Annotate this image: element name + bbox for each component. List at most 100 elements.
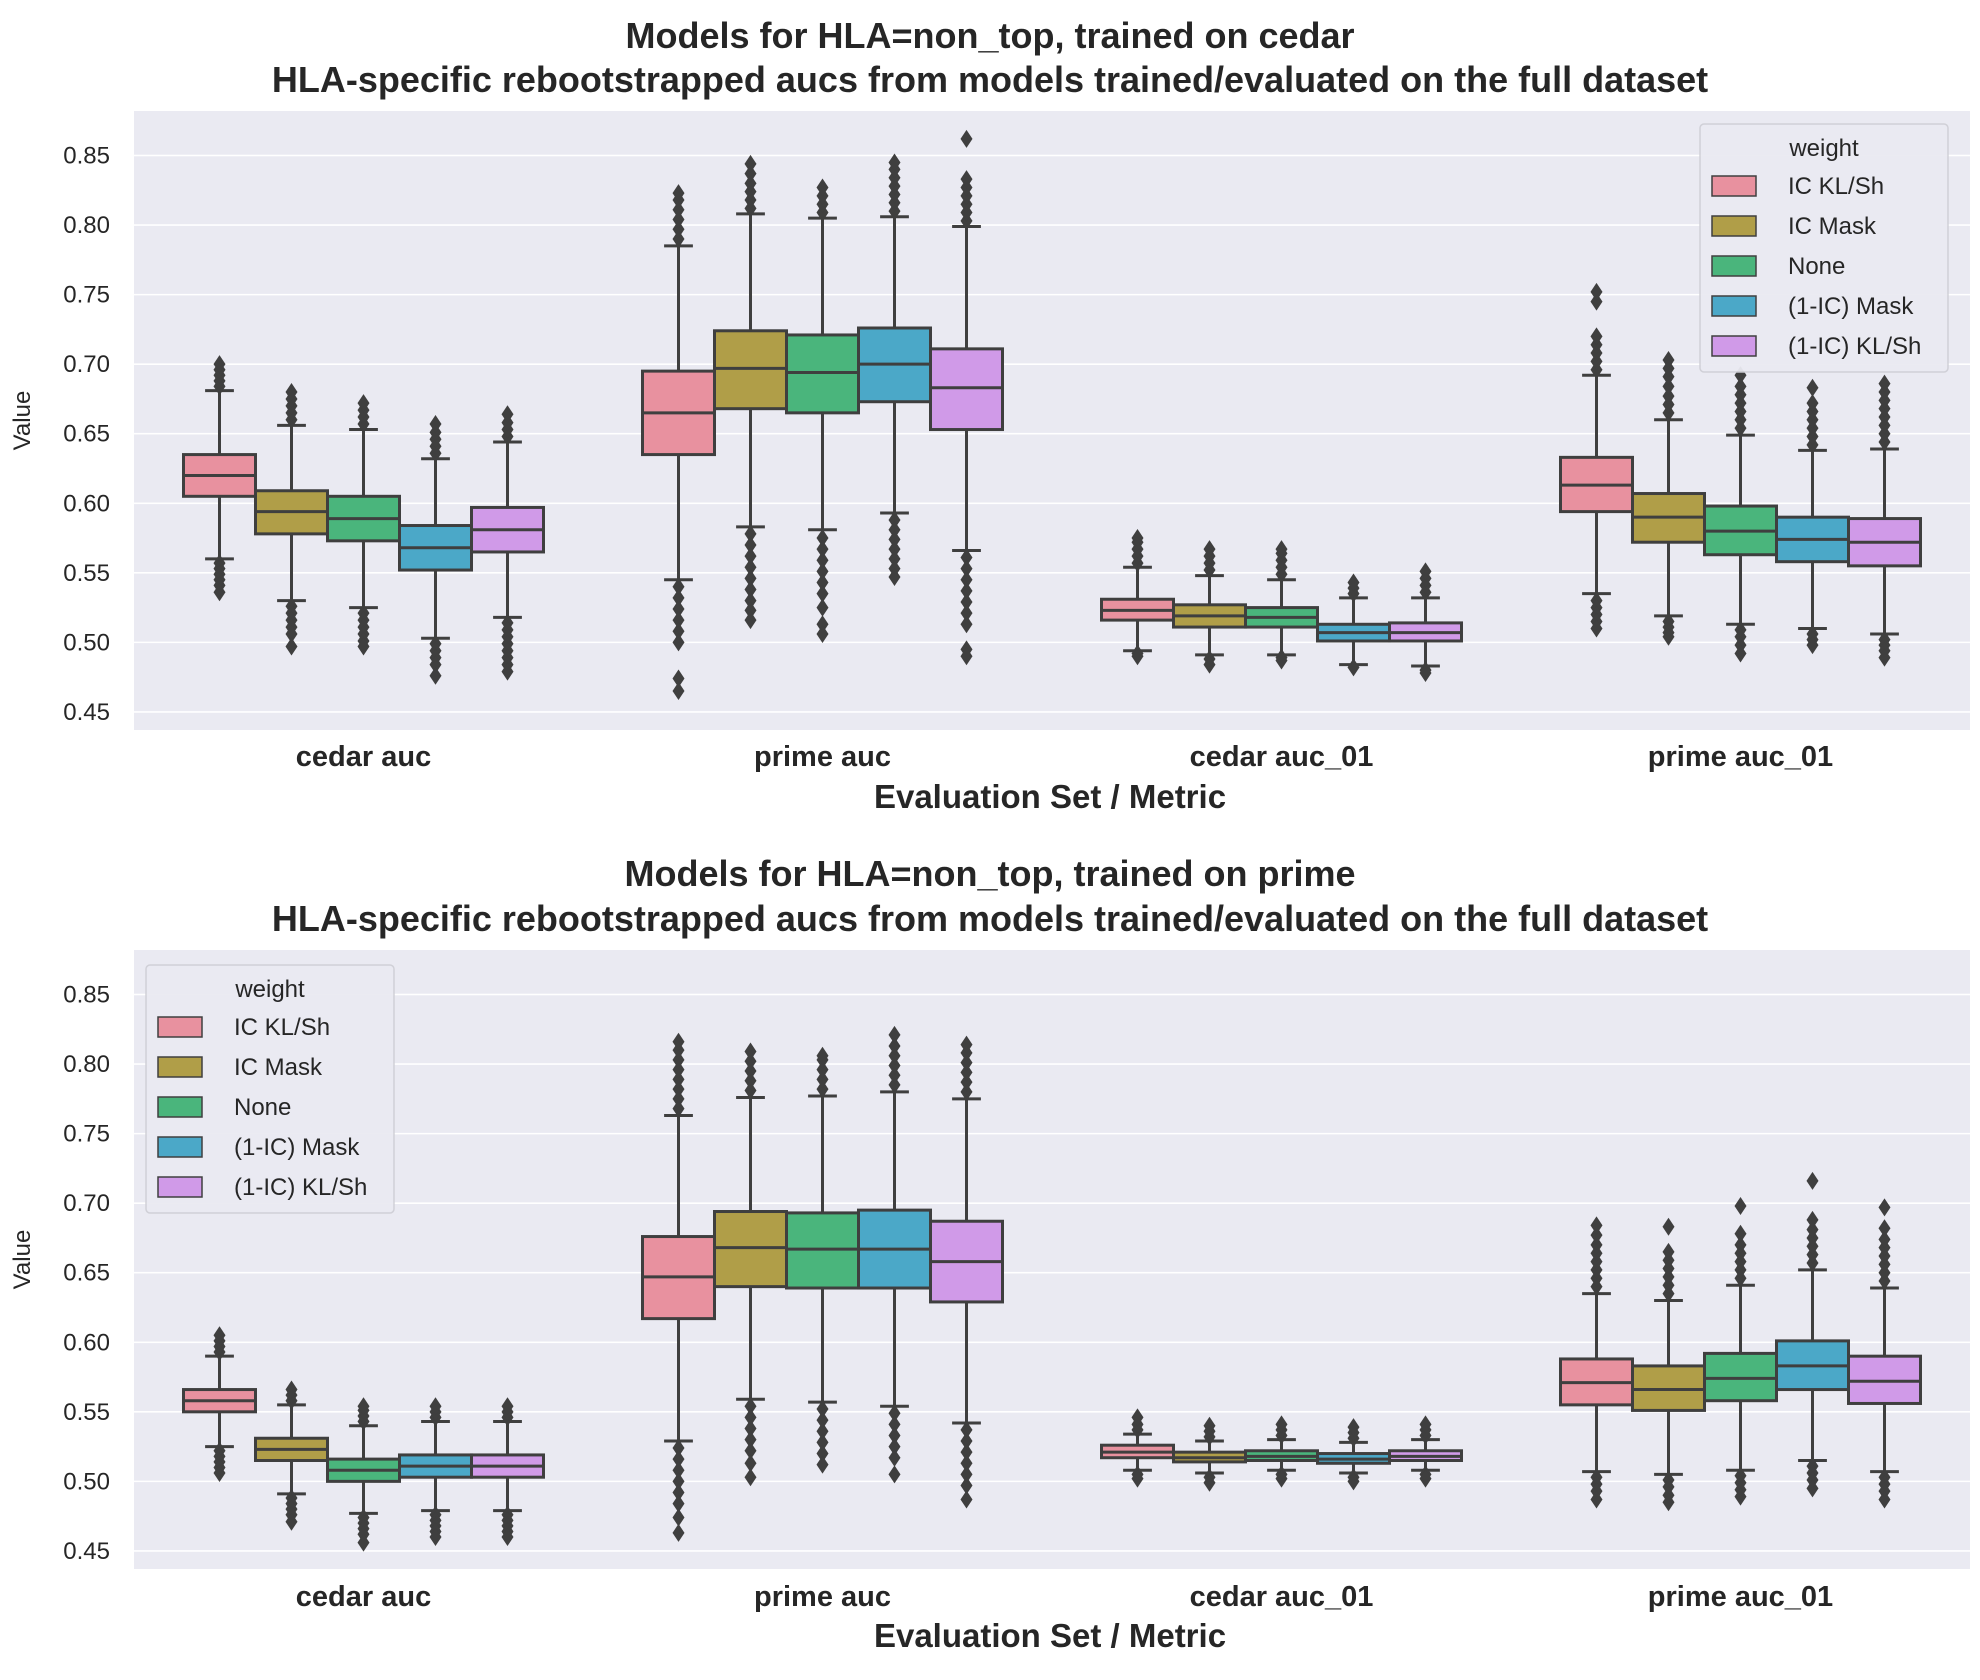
legend-label-ic-mask: IC Mask: [234, 1054, 323, 1081]
outlier-point: [888, 1426, 901, 1445]
outlier-point: [672, 1060, 685, 1079]
outlier-point: [1419, 562, 1432, 581]
x-axis-title: Evaluation Set / Metric: [874, 778, 1226, 815]
outlier-point: [1734, 377, 1747, 396]
outlier-point: [672, 1461, 685, 1480]
box-1-ic-mask-prime-auc: [857, 1025, 932, 1484]
box-none-cedar-auc-01: [1244, 540, 1319, 670]
outlier-point: [1590, 327, 1603, 346]
outlier-point: [816, 1455, 829, 1474]
chart-title-line-2: HLA-specific rebootstrapped aucs from mo…: [272, 898, 1708, 939]
outlier-point: [1590, 1226, 1603, 1245]
outlier-point: [744, 569, 757, 588]
outlier-point: [744, 164, 757, 183]
outlier-point: [501, 405, 514, 424]
outlier-point: [744, 611, 757, 630]
outlier-point: [744, 1454, 757, 1473]
outlier-point: [1878, 374, 1891, 393]
outlier-point: [816, 1070, 829, 1089]
outlier-point: [1131, 647, 1144, 666]
outlier-point: [888, 1056, 901, 1075]
outlier-point: [744, 591, 757, 610]
outlier-point: [888, 1448, 901, 1467]
outlier-point: [1734, 644, 1747, 663]
outlier-point: [744, 580, 757, 599]
box-1-ic-kl-sh-prime-auc: [929, 1035, 1004, 1509]
outlier-point: [285, 1380, 298, 1399]
outlier-point: [816, 615, 829, 634]
box-1-ic-kl-sh-prime-auc-01: [1847, 1198, 1922, 1509]
box-1-ic-kl-sh-cedar-auc-01: [1388, 1415, 1463, 1488]
outlier-point: [960, 1053, 973, 1072]
outlier-point: [672, 1080, 685, 1099]
outlier-point: [672, 599, 685, 618]
box-1-ic-mask-prime-auc-01: [1775, 378, 1850, 655]
chart-title-line-1: Models for HLA=non_top, trained on cedar: [625, 15, 1354, 56]
chart-title-line-1: Models for HLA=non_top, trained on prime: [624, 853, 1355, 894]
outlier-point: [1347, 658, 1360, 677]
outlier-point: [1203, 1416, 1216, 1435]
outlier-point: [744, 1419, 757, 1438]
outlier-point: [429, 414, 442, 433]
outlier-point: [672, 1472, 685, 1491]
outlier-point: [1662, 1493, 1675, 1512]
outlier-point: [888, 1036, 901, 1055]
outlier-point: [960, 581, 973, 600]
outlier-point: [888, 1437, 901, 1456]
y-axis-title: Value: [9, 391, 36, 451]
outlier-point: [1878, 1198, 1891, 1217]
legend: weight IC KL/Sh IC Mask None (1-IC) Mask (1-I…: [145, 964, 395, 1214]
box-ic-kl-sh-prime-auc-01: [1559, 1216, 1634, 1509]
legend-title: weight: [1788, 135, 1859, 162]
outlier-point: [888, 1075, 901, 1094]
outlier-point: [744, 1042, 757, 1061]
y-tick-label: 0.60: [63, 1329, 110, 1356]
outlier-point: [1590, 1490, 1603, 1509]
y-tick-label: 0.75: [63, 282, 110, 309]
legend-swatch-1-ic-mask: [1711, 295, 1757, 317]
outlier-point: [1806, 1171, 1819, 1190]
outlier-point: [888, 1046, 901, 1065]
box-ic-mask-cedar-auc: [254, 1380, 329, 1531]
outlier-point: [816, 1080, 829, 1099]
outlier-point: [888, 520, 901, 539]
outlier-point: [744, 1397, 757, 1416]
legend-label-none: None: [234, 1094, 291, 1121]
outlier-point: [744, 1052, 757, 1071]
outlier-point: [672, 200, 685, 219]
outlier-point: [816, 598, 829, 617]
outlier-point: [960, 1035, 973, 1054]
box-ic-kl-sh-prime-auc-01: [1559, 282, 1634, 638]
outlier-point: [285, 637, 298, 656]
outlier-point: [960, 1476, 973, 1495]
x-category-label-prime-auc-01: prime auc_01: [1648, 1581, 1833, 1613]
outlier-point: [672, 682, 685, 701]
outlier-point: [816, 584, 829, 603]
outlier-point: [429, 1397, 442, 1416]
legend-frame: [145, 964, 395, 1214]
outlier-point: [816, 1060, 829, 1079]
outlier-point: [744, 524, 757, 543]
outlier-point: [744, 1468, 757, 1487]
outlier-point: [888, 549, 901, 568]
outlier-point: [213, 355, 226, 374]
outlier-point: [960, 129, 973, 148]
y-tick-label: 0.70: [63, 351, 110, 378]
outlier-point: [1203, 655, 1216, 674]
outlier-point: [357, 1397, 370, 1416]
outlier-point: [960, 559, 973, 578]
outlier-point: [1203, 540, 1216, 559]
y-tick-label: 0.50: [63, 1468, 110, 1495]
y-tick-label: 0.65: [63, 421, 110, 448]
outlier-point: [744, 1430, 757, 1449]
outlier-point: [1878, 1230, 1891, 1249]
outlier-point: [672, 611, 685, 630]
outlier-point: [1590, 292, 1603, 311]
outlier-point: [744, 1071, 757, 1090]
outlier-point: [1734, 1196, 1747, 1215]
outlier-point: [672, 1523, 685, 1542]
outlier-point: [501, 1397, 514, 1416]
box-ic-mask-prime-auc: [713, 1042, 788, 1487]
legend-swatch-ic-kl-sh: [157, 1016, 203, 1038]
outlier-point: [888, 1415, 901, 1434]
